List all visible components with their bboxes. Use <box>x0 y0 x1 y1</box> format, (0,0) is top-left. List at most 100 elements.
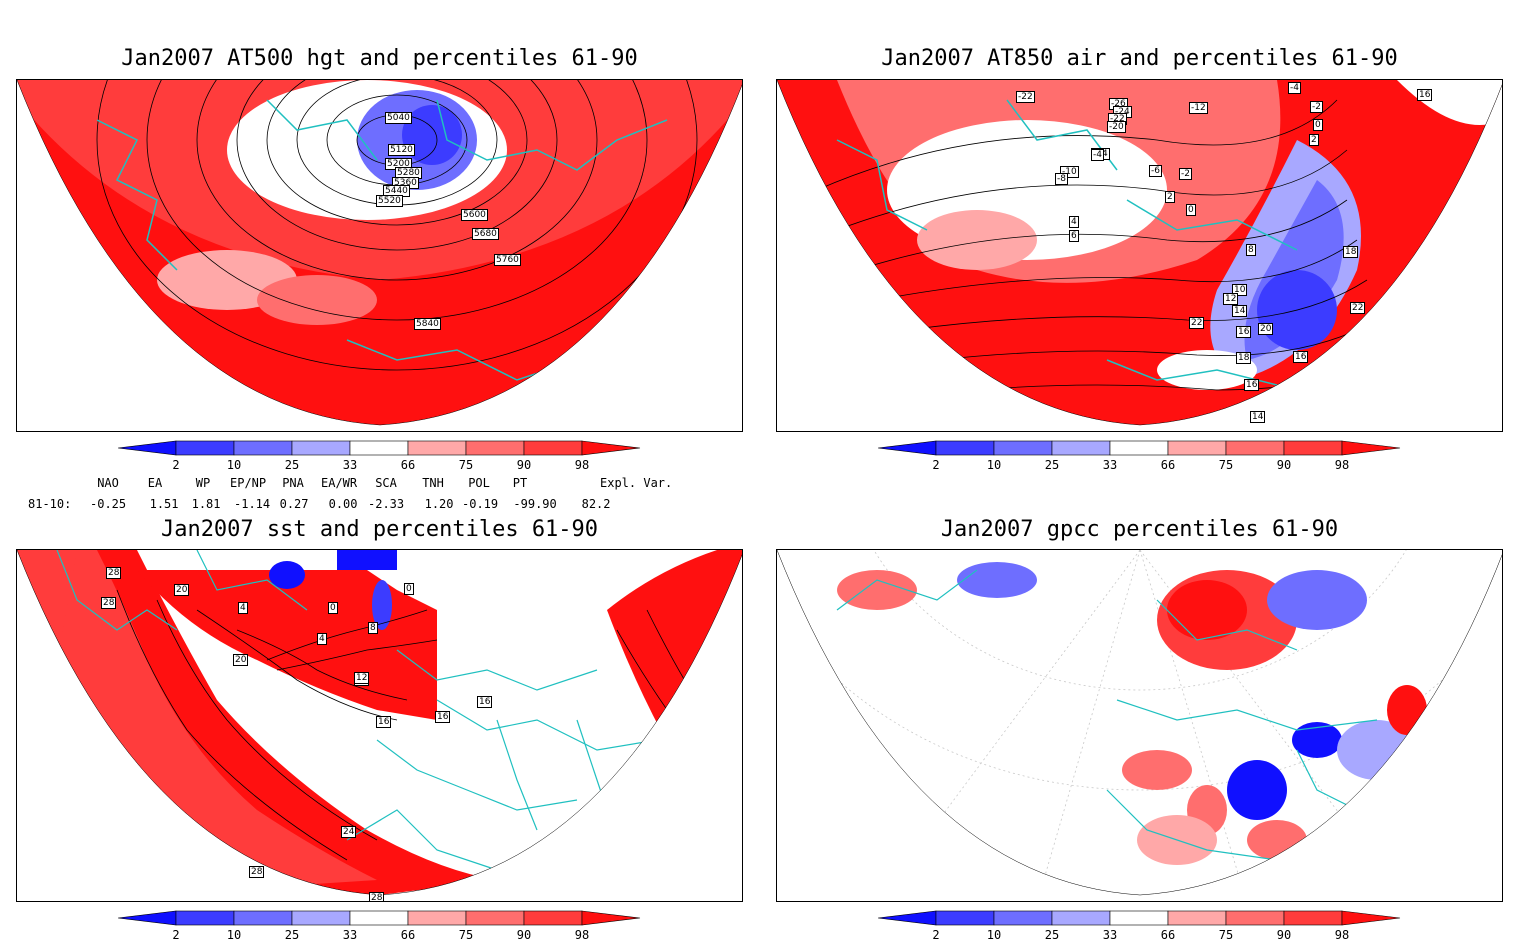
contour-label: 18 <box>1236 352 1252 364</box>
contour-label: -4 <box>1091 149 1104 161</box>
map-panel-air850: -22-26-24-22-20-14-12-10-8-4-6-202468101… <box>776 79 1503 432</box>
colorbar-segment <box>1341 440 1401 456</box>
index-header-6: SCA <box>375 476 397 490</box>
colorbar-tick-label: 66 <box>400 928 416 942</box>
colorbar-segment <box>1283 910 1343 926</box>
contour-label: 4 <box>317 633 327 645</box>
index-value-4: 0.27 <box>279 497 309 511</box>
index-header-8: POL <box>468 476 490 490</box>
colorbar-segment <box>1283 440 1343 456</box>
index-value-10: 82.2 <box>581 497 611 511</box>
index-header-7: TNH <box>422 476 444 490</box>
colorbar-segment <box>465 440 525 456</box>
contour-label: 14 <box>1250 411 1266 423</box>
contour-label: 28 <box>369 892 385 902</box>
colorbar-tick-label: 25 <box>1044 928 1060 942</box>
contour-label: -12 <box>1189 102 1208 114</box>
colorbar-segment <box>407 440 467 456</box>
contour-label: -2 <box>1179 168 1192 180</box>
colorbar-tick-label: 2 <box>172 928 180 942</box>
contour-label: 28 <box>106 567 122 579</box>
colorbar-segment <box>1109 910 1169 926</box>
colorbar-svg <box>117 910 641 926</box>
colorbar-tick-label: 90 <box>516 458 532 472</box>
colorbar-segment <box>1051 910 1111 926</box>
contour-label: 0 <box>328 602 338 614</box>
colorbar-tick-label: 2 <box>932 928 940 942</box>
contour-label: -8 <box>1055 173 1068 185</box>
colorbar-tick-label: 75 <box>458 458 474 472</box>
contour-label: 0 <box>1313 119 1323 131</box>
contour-label: 16 <box>1236 326 1252 338</box>
contour-label: 22 <box>1350 302 1366 314</box>
colorbar-tick-label: 2 <box>172 458 180 472</box>
colorbar-tick-label: 10 <box>226 458 242 472</box>
colorbar-segment <box>291 440 351 456</box>
colorbar-segment <box>523 440 583 456</box>
colorbar-segment <box>175 440 235 456</box>
colorbar-segment <box>349 440 409 456</box>
colorbar-segment <box>1109 440 1169 456</box>
colorbar-segment <box>1051 440 1111 456</box>
colorbar-segment <box>117 910 177 926</box>
colorbar-segment <box>581 910 641 926</box>
index-row-label: 81-10: <box>28 497 72 511</box>
colorbar-tick-label: 75 <box>1218 458 1234 472</box>
index-header-9: PT <box>512 476 528 490</box>
contour-label: 4 <box>1069 216 1079 228</box>
contour-label: -22 <box>1016 91 1035 103</box>
colorbar-tick-label: 10 <box>986 458 1002 472</box>
colorbar-segment <box>117 440 177 456</box>
contour-label: 5840 <box>414 318 441 330</box>
colorbar-bottom-left: 2 10 25 33 66 75 90 98 <box>117 910 642 946</box>
colorbar-tick-label: 90 <box>516 928 532 942</box>
contour-label: 0 <box>404 583 414 595</box>
contour-label: 12 <box>354 672 370 684</box>
contour-label: 16 <box>1417 89 1433 101</box>
colorbar-tick-label: 98 <box>574 928 590 942</box>
colorbar-tick-label: 90 <box>1276 458 1292 472</box>
contour-label: 5680 <box>472 228 499 240</box>
contour-label: 12 <box>1223 293 1239 305</box>
index-header-4: PNA <box>282 476 304 490</box>
colorbar-segment <box>877 440 937 456</box>
contour-label: 5120 <box>388 144 415 156</box>
contour-label: 14 <box>1232 305 1248 317</box>
contour-label: 5040 <box>385 112 412 124</box>
contour-label: 16 <box>1293 351 1309 363</box>
contour-label: 5600 <box>461 209 488 221</box>
contour-label: 20 <box>233 654 249 666</box>
colorbar-tick-label: 66 <box>1160 928 1176 942</box>
contour-label: -6 <box>1149 165 1162 177</box>
colorbar-segment <box>349 910 409 926</box>
colorbar-tick-label: 98 <box>1334 458 1350 472</box>
contour-label: 5760 <box>494 254 521 266</box>
contour-label: 16 <box>435 711 451 723</box>
map-air850-svg <box>777 80 1502 426</box>
colorbar-tick-label: 33 <box>342 928 358 942</box>
colorbar-segment <box>465 910 525 926</box>
panel-title-sst: Jan2007 sst and percentiles 61-90 <box>160 517 599 542</box>
colorbar-tick-label: 10 <box>226 928 242 942</box>
contour-label: 0 <box>1186 204 1196 216</box>
colorbar-tick-label: 2 <box>932 458 940 472</box>
index-header-10: Expl. Var. <box>600 476 673 490</box>
contour-label: -4 <box>1288 82 1301 94</box>
contour-label: 4 <box>238 602 248 614</box>
index-header-2: WP <box>195 476 211 490</box>
contour-label: -2 <box>1310 101 1323 113</box>
contour-label: 16 <box>477 696 493 708</box>
contour-label: 8 <box>1246 244 1256 256</box>
index-value-7: 1.20 <box>424 497 454 511</box>
colorbar-tick-label: 66 <box>400 458 416 472</box>
colorbar-segment <box>233 910 293 926</box>
map-panel-hgt500: 5040 5120 5200 5280 5360 5440 5520 5600 5680 5760… <box>16 79 743 432</box>
colorbar-tick-label: 66 <box>1160 458 1176 472</box>
map-panel-sst: 28282040048121220161616242828 <box>16 549 743 902</box>
index-value-0: -0.25 <box>90 497 127 511</box>
index-header-3: EP/NP <box>230 476 267 490</box>
colorbar-segment <box>175 910 235 926</box>
colorbar-segment <box>993 440 1053 456</box>
contour-label: 24 <box>341 826 357 838</box>
colorbar-tick-label: 33 <box>342 458 358 472</box>
